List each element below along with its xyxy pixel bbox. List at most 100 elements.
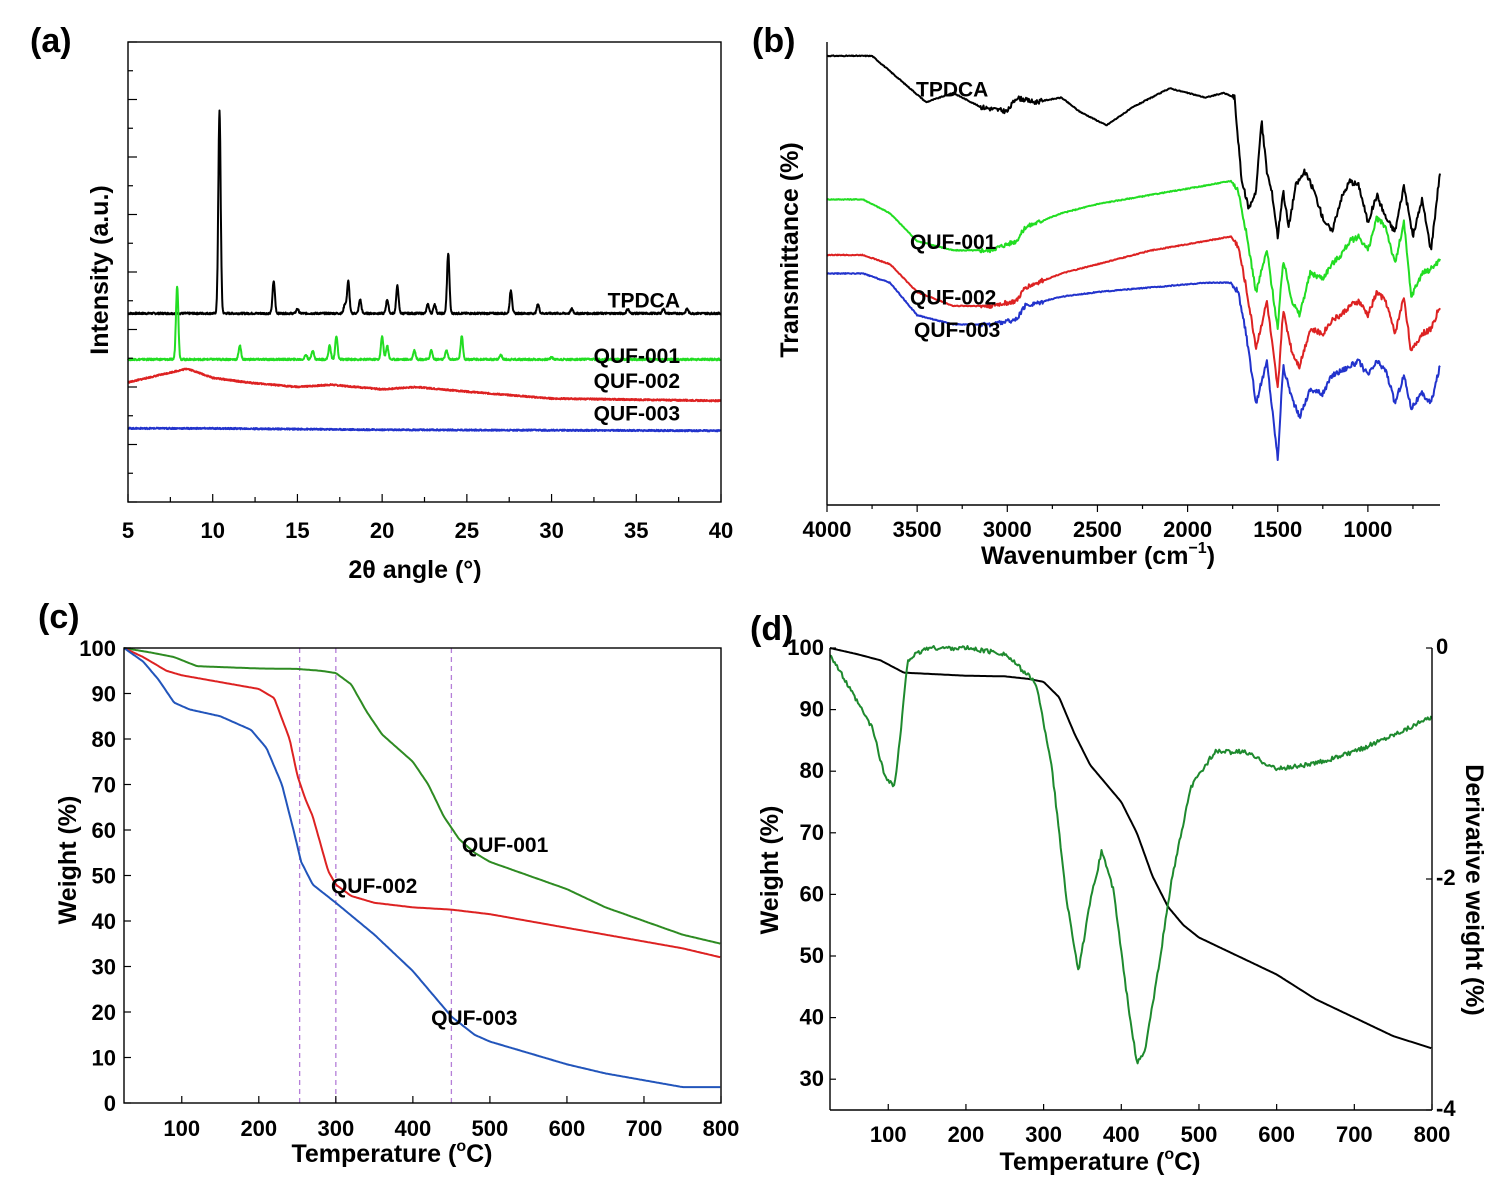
xrd-label-quf-002: QUF-002 [594,370,680,393]
dtg-y-tick-label: 50 [800,943,824,968]
xrd-x-tick-label: 35 [624,518,648,543]
tga-label-quf-001: QUF-001 [462,834,549,857]
ftir-x-axis-title-close: ) [1207,542,1215,570]
dtg-y-tick-label: 60 [800,881,824,906]
ftir-plot-area: TPDCA QUF-001 QUF-002 QUF-003 [826,54,1441,461]
tga-axes: 0 10 20 30 40 50 60 70 80 90 100 100 200 300 400 500 600… [79,636,739,1141]
xrd-x-tick-label: 25 [455,518,479,543]
dtg-y-tick-label: 40 [800,1005,824,1030]
ftir-line-tpdca [826,54,1441,251]
panel-label-b: (b) [752,22,795,60]
dtg-weight-line [829,647,1432,1050]
tga-y-tick-label: 70 [92,773,116,798]
dtg-x-axis-title: Temperature (oC) [999,1146,1200,1176]
tga-label-quf-002: QUF-002 [331,875,417,898]
ftir-line-quf-003 [826,272,1441,461]
xrd-y-axis-title: Intensity (a.u.) [86,185,114,354]
ftir-line-quf-002 [826,235,1441,389]
ftir-x-tick-label: 1000 [1343,517,1392,542]
dtg-x-tick-label: 700 [1336,1122,1373,1147]
tga-line-quf-002 [123,647,721,959]
ftir-label-tpdca: TPDCA [916,78,988,101]
xrd-x-axis-title: 2θ angle (°) [348,556,481,584]
tga-plot-area: QUF-001 QUF-002 QUF-003 [123,647,721,1103]
tga-y-tick-label: 100 [79,636,116,661]
xrd-x-tick-label: 10 [200,518,224,543]
ftir-axes: 4000 3500 3000 2500 2000 1500 1000 [803,42,1440,542]
tga-y-tick-label: 0 [104,1091,116,1116]
xrd-line-tpdca [127,109,722,316]
dtg-axes: 30 40 50 60 70 80 90 100 0 -2 -4 100 200 300 400 500 600… [787,634,1456,1147]
xrd-line-quf-001 [127,285,722,362]
dtg-y-axis-title: Weight (%) [756,806,784,935]
dtg-y2-axis-title: Derivative weight (%) [1460,764,1488,1015]
xrd-x-tick-label: 20 [370,518,394,543]
ftir-label-quf-002: QUF-002 [910,287,996,310]
dtg-y2-tick-label: -2 [1436,865,1456,890]
panel-label-a: (a) [30,22,72,60]
dtg-x-tick-label: 100 [870,1122,907,1147]
tga-x-tick-label: 300 [317,1116,354,1141]
xrd-axes: 5 10 15 20 25 30 35 40 [122,41,733,543]
tga-x-tick-label: 600 [549,1116,586,1141]
ftir-x-tick-label: 2500 [1073,517,1122,542]
dtg-x-tick-label: 800 [1414,1122,1451,1147]
tga-y-tick-label: 30 [92,955,116,980]
dtg-y-tick-label: 70 [800,820,824,845]
xrd-x-tick-label: 30 [539,518,563,543]
dtg-y2-tick-label: -4 [1436,1096,1456,1121]
ftir-x-tick-label: 2000 [1163,517,1212,542]
chart-panel-c: QUF-001 QUF-002 QUF-003 0 10 20 30 40 50 60 70 80 9… [54,636,739,1168]
tga-x-axis-title-sup: o [456,1138,466,1155]
ftir-x-axis-title: Wavenumber (cm−1) [981,540,1215,570]
chart-panel-d: 30 40 50 60 70 80 90 100 0 -2 -4 100 200 300 400 500 600… [756,634,1488,1176]
dtg-y-tick-label: 30 [800,1066,824,1091]
tga-y-tick-label: 80 [92,727,116,752]
ftir-x-axis-title-sup: −1 [1188,540,1206,557]
xrd-label-tpdca: TPDCA [608,290,680,313]
tga-y-axis-title: Weight (%) [54,796,82,925]
tga-line-quf-001 [123,647,721,945]
dtg-x-axis-title-sup: o [1164,1146,1174,1163]
tga-x-tick-label: 500 [472,1116,509,1141]
tga-x-tick-label: 800 [703,1116,740,1141]
dtg-x-axis-title-close: C) [1174,1148,1200,1176]
xrd-label-quf-001: QUF-001 [594,345,681,368]
tga-x-axis-title-main: Temperature ( [291,1140,457,1168]
dtg-x-tick-label: 300 [1025,1122,1062,1147]
tga-y-tick-label: 40 [92,909,116,934]
xrd-x-tick-label: 40 [709,518,733,543]
tga-x-axis-title-close: C) [466,1140,492,1168]
dtg-x-tick-label: 500 [1181,1122,1218,1147]
ftir-label-quf-003: QUF-003 [914,319,1000,342]
tga-y-tick-label: 10 [92,1046,116,1071]
ftir-x-tick-label: 4000 [803,517,852,542]
dtg-plot-area [829,645,1433,1065]
tga-x-tick-label: 400 [395,1116,432,1141]
panel-label-c: (c) [38,598,80,636]
tga-label-quf-003: QUF-003 [431,1007,517,1030]
dtg-x-tick-label: 200 [948,1122,985,1147]
tga-y-tick-label: 60 [92,818,116,843]
xrd-x-tick-label: 5 [122,518,134,543]
dtg-y-tick-label: 100 [787,635,824,660]
tga-x-tick-label: 200 [240,1116,277,1141]
xrd-label-quf-003: QUF-003 [594,402,680,425]
dtg-y2-tick-label: 0 [1436,634,1448,659]
ftir-x-tick-label: 1500 [1253,517,1302,542]
dtg-x-tick-label: 400 [1103,1122,1140,1147]
tga-line-quf-003 [123,647,721,1089]
tga-x-tick-label: 700 [626,1116,663,1141]
tga-y-tick-label: 20 [92,1000,116,1025]
ftir-x-axis-title-main: Wavenumber (cm [981,542,1188,570]
ftir-label-quf-001: QUF-001 [910,231,997,254]
dtg-y-tick-label: 80 [800,758,824,783]
tga-x-axis-title: Temperature (oC) [291,1138,492,1168]
tga-y-tick-label: 90 [92,682,116,707]
dtg-derivative-line [829,645,1433,1065]
dtg-x-tick-label: 600 [1258,1122,1295,1147]
dtg-x-axis-title-main: Temperature ( [999,1148,1165,1176]
